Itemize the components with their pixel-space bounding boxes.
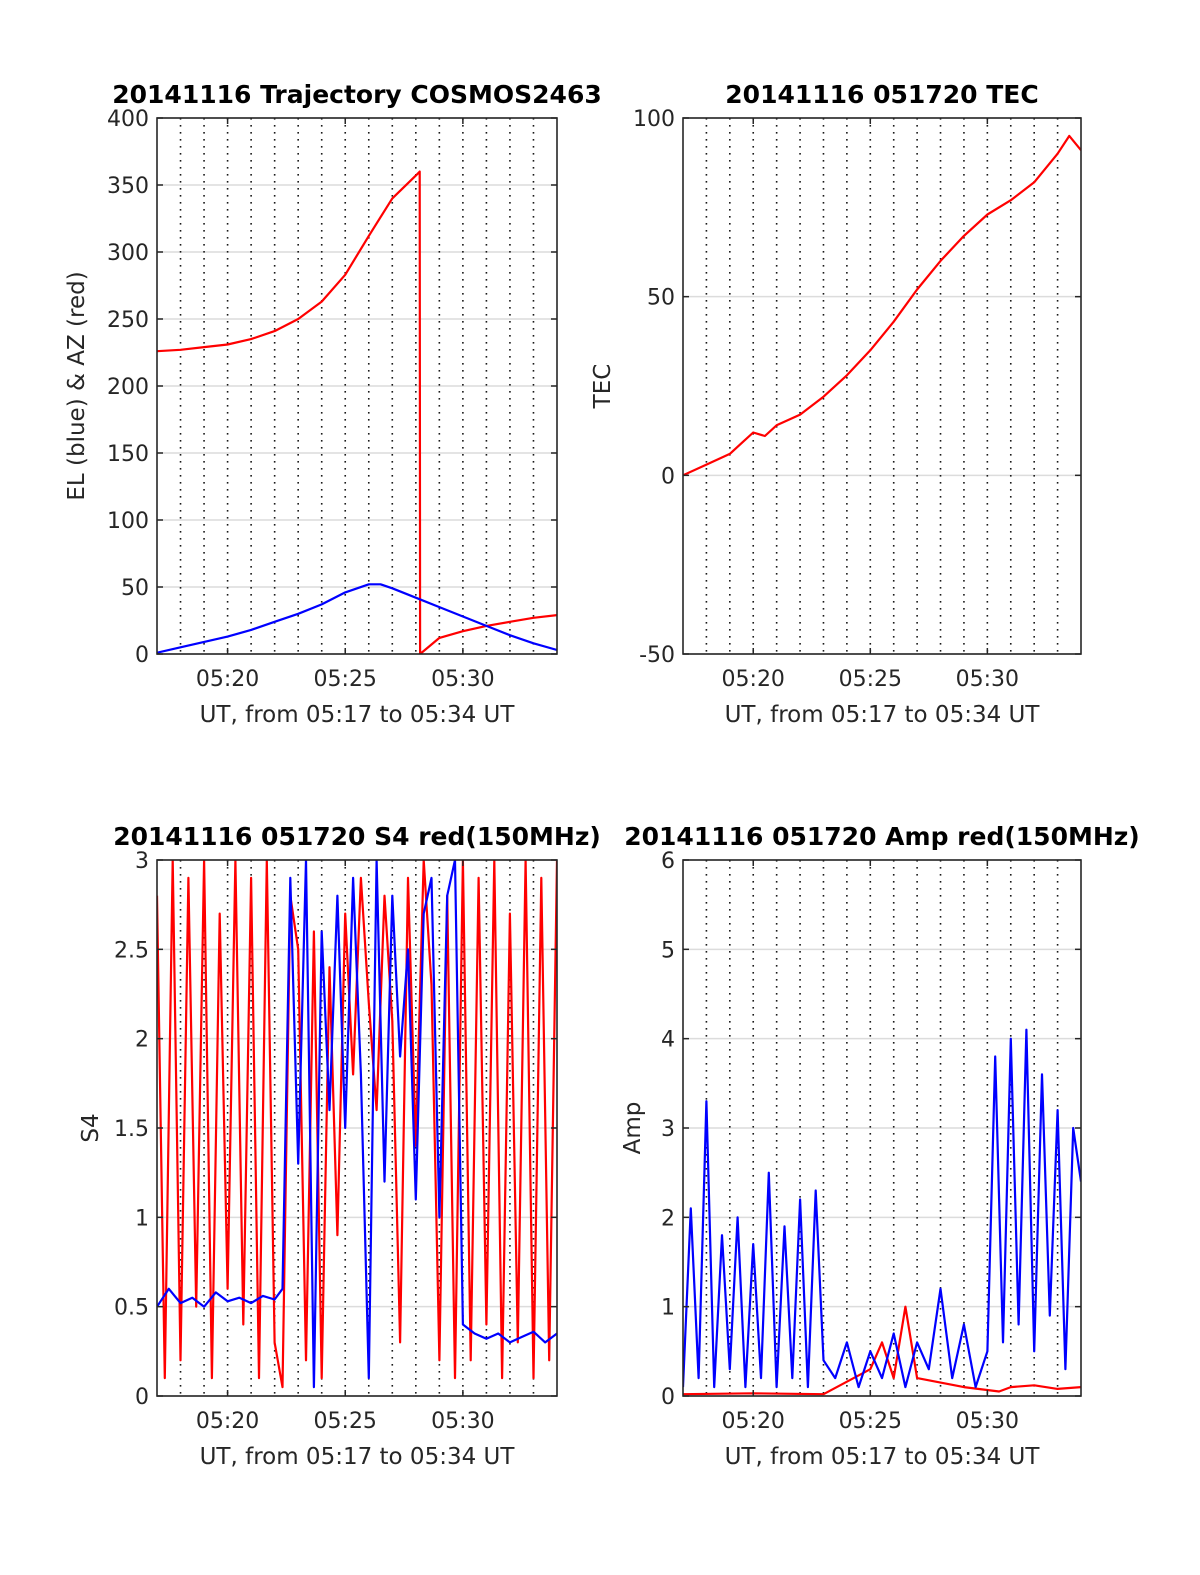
trajectory-ytick-label: 250	[107, 308, 149, 333]
tec-xtick-label: 05:20	[722, 667, 785, 692]
trajectory-ytick-label: 50	[121, 576, 149, 601]
amp-xtick-label: 05:25	[839, 1409, 902, 1434]
tec-series-1-line	[683, 134, 1081, 477]
tec-ytick-label: 0	[661, 464, 675, 489]
amp-title: 20141116 051720 Amp red(150MHz)	[624, 822, 1140, 851]
trajectory-title: 20141116 Trajectory COSMOS2463	[112, 80, 602, 109]
tec-plot-area	[683, 134, 1081, 477]
trajectory-ytick-label: 300	[107, 241, 149, 266]
amp-plot-area	[683, 1028, 1081, 1396]
trajectory-ytick-label: 0	[135, 643, 149, 668]
amp-series-1-line	[683, 1305, 1081, 1396]
amp-xtick-label: 05:20	[722, 1409, 785, 1434]
s4-ytick-label: 0	[135, 1385, 149, 1410]
trajectory-ytick-label: 150	[107, 442, 149, 467]
s4-ytick-label: 1	[135, 1206, 149, 1231]
trajectory-xtick-label: 05:20	[196, 667, 259, 692]
trajectory-ytick-label: 100	[107, 509, 149, 534]
tec-ylabel: TEC	[590, 364, 616, 410]
trajectory-ylabel: EL (blue) & AZ (red)	[64, 271, 90, 500]
s4-ytick-label: 2	[135, 1028, 149, 1053]
tec-title: 20141116 051720 TEC	[725, 80, 1038, 109]
s4-title: 20141116 051720 S4 red(150MHz)	[113, 822, 601, 851]
s4-ytick-label: 0.5	[114, 1296, 149, 1321]
s4-ylabel: S4	[78, 1113, 104, 1142]
amp-xtick-label: 05:30	[956, 1409, 1019, 1434]
amp-ytick-label: 2	[661, 1206, 675, 1231]
amp-series-2-line	[683, 1028, 1081, 1389]
amp-ytick-label: 4	[661, 1028, 675, 1053]
s4-ytick-label: 1.5	[114, 1117, 149, 1142]
trajectory-plot-area	[157, 170, 557, 654]
s4-panel: 20141116 051720 S4 red(150MHz) UT, from …	[78, 822, 601, 1470]
amp-ytick-label: 5	[661, 938, 675, 963]
amp-ytick-label: 1	[661, 1296, 675, 1321]
trajectory-ytick-label: 350	[107, 174, 149, 199]
trajectory-xlabel: UT, from 05:17 to 05:34 UT	[200, 702, 516, 728]
trajectory-series-2-line	[157, 583, 557, 654]
tec-xlabel: UT, from 05:17 to 05:34 UT	[725, 702, 1041, 728]
tec-ytick-label: 50	[647, 286, 675, 311]
tec-ytick-label: -50	[639, 643, 675, 668]
trajectory-series-1-line	[157, 170, 557, 654]
amp-ytick-label: 6	[661, 849, 675, 874]
tec-panel: 20141116 051720 TEC UT, from 05:17 to 05…	[590, 80, 1082, 728]
s4-ytick-label: 2.5	[114, 938, 149, 963]
s4-series-2-line	[157, 860, 557, 1389]
trajectory-ytick-label: 400	[107, 107, 149, 132]
amp-ytick-label: 3	[661, 1117, 675, 1142]
s4-xtick-label: 05:30	[431, 1409, 494, 1434]
trajectory-xtick-label: 05:30	[431, 667, 494, 692]
amp-panel: 20141116 051720 Amp red(150MHz) UT, from…	[620, 822, 1140, 1470]
tec-ytick-label: 100	[633, 107, 675, 132]
amp-xlabel: UT, from 05:17 to 05:34 UT	[725, 1444, 1041, 1470]
amp-ylabel: Amp	[620, 1102, 646, 1155]
amp-ytick-label: 0	[661, 1385, 675, 1410]
trajectory-panel: 20141116 Trajectory COSMOS2463 UT, from …	[64, 80, 602, 728]
tec-axes-box	[682, 117, 1082, 655]
tec-xtick-label: 05:30	[956, 667, 1019, 692]
trajectory-xtick-label: 05:25	[314, 667, 377, 692]
s4-xlabel: UT, from 05:17 to 05:34 UT	[200, 1444, 516, 1470]
tec-xtick-label: 05:25	[839, 667, 902, 692]
s4-xtick-label: 05:25	[314, 1409, 377, 1434]
s4-xtick-label: 05:20	[196, 1409, 259, 1434]
s4-ytick-label: 3	[135, 849, 149, 874]
s4-plot-area	[157, 860, 557, 1389]
trajectory-ytick-label: 200	[107, 375, 149, 400]
